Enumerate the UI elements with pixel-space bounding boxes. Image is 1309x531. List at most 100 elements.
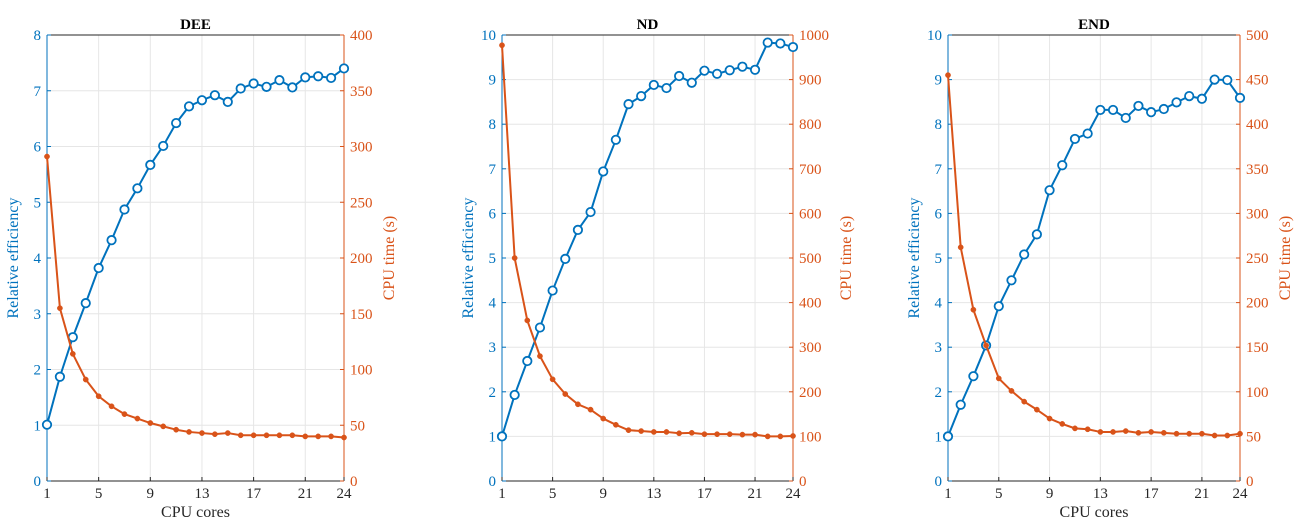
efficiency-point bbox=[1133, 100, 1144, 112]
cpu-time-point bbox=[701, 431, 708, 438]
y-right-tick-label: 0 bbox=[1246, 474, 1254, 490]
cpu-time-point bbox=[613, 421, 619, 428]
efficiency-point bbox=[209, 90, 220, 101]
y-right-axis-label: CPU time (s) bbox=[1277, 216, 1294, 300]
x-tick-label: 17 bbox=[246, 486, 262, 502]
x-tick-label: 21 bbox=[298, 486, 313, 502]
cpu-time-point bbox=[1237, 430, 1243, 437]
y-left-tick-label: 5 bbox=[489, 251, 497, 267]
efficiency-point bbox=[572, 224, 584, 236]
cpu-time-point bbox=[1211, 432, 1218, 439]
cpu-time-point bbox=[688, 429, 695, 436]
x-tick-label: 24 bbox=[786, 486, 802, 502]
efficiency-point bbox=[1234, 92, 1246, 103]
y-right-tick-label: 300 bbox=[1246, 206, 1269, 222]
x-tick-label: 24 bbox=[1233, 486, 1249, 502]
efficiency-point bbox=[711, 68, 723, 79]
y-right-tick-label: 350 bbox=[350, 84, 373, 100]
efficiency-point bbox=[93, 262, 104, 274]
efficiency-point bbox=[1184, 91, 1195, 102]
efficiency-point bbox=[1069, 133, 1081, 145]
efficiency-point bbox=[248, 78, 259, 89]
y-right-tick-label: 0 bbox=[799, 474, 807, 490]
cpu-time-point bbox=[1224, 432, 1231, 439]
cpu-time-point bbox=[1122, 428, 1129, 434]
y-left-tick-label: 4 bbox=[34, 251, 42, 267]
y-right-tick-label: 1000 bbox=[799, 28, 829, 44]
y-right-tick-label: 300 bbox=[799, 340, 822, 356]
efficiency-point bbox=[775, 38, 786, 49]
y-left-tick-label: 8 bbox=[935, 117, 943, 133]
chart-title: DEE bbox=[180, 17, 211, 33]
efficiency-point bbox=[132, 183, 143, 194]
chart-panel-dee: 1 5 9 13 17 21 2401234567805010015020025030035… bbox=[5, 17, 398, 521]
y-right-tick-label: 150 bbox=[1246, 340, 1269, 356]
y-left-tick-label: 8 bbox=[489, 117, 497, 133]
cpu-time-point bbox=[82, 376, 89, 383]
y-left-tick-label: 6 bbox=[489, 206, 497, 222]
cpu-time-point bbox=[160, 423, 167, 430]
efficiency-point bbox=[274, 75, 285, 86]
x-tick-label: 17 bbox=[1144, 486, 1160, 502]
efficiency-point bbox=[183, 101, 195, 112]
x-axis-label: CPU cores bbox=[161, 504, 230, 521]
cpu-time-point bbox=[95, 393, 102, 400]
cpu-time-point bbox=[1173, 430, 1180, 437]
y-left-tick-label: 4 bbox=[489, 296, 497, 312]
x-tick-label: 13 bbox=[646, 486, 661, 502]
y-left-tick-label: 10 bbox=[927, 28, 942, 44]
y-right-tick-label: 250 bbox=[350, 195, 373, 211]
y-left-tick-label: 1 bbox=[489, 429, 497, 445]
efficiency-point bbox=[636, 91, 647, 102]
efficiency-point bbox=[1044, 185, 1055, 196]
cpu-time-point bbox=[739, 431, 746, 438]
y-right-tick-label: 50 bbox=[1246, 429, 1261, 445]
y-right-tick-label: 100 bbox=[350, 363, 373, 379]
y-right-tick-label: 500 bbox=[1246, 28, 1269, 44]
y-right-tick-label: 100 bbox=[1246, 385, 1269, 401]
x-tick-label: 5 bbox=[95, 486, 103, 502]
cpu-time-point bbox=[777, 433, 784, 440]
efficiency-point bbox=[222, 96, 233, 108]
cpu-time-point bbox=[764, 433, 771, 440]
y-right-tick-label: 800 bbox=[799, 117, 822, 133]
cpu-time-point bbox=[1199, 430, 1205, 437]
x-tick-label: 13 bbox=[194, 486, 209, 502]
y-right-tick-label: 300 bbox=[350, 140, 373, 156]
efficiency-point bbox=[235, 83, 246, 94]
efficiency-point bbox=[942, 431, 954, 442]
cpu-time-point bbox=[638, 428, 645, 434]
cpu-time-point bbox=[983, 342, 989, 349]
y-right-tick-label: 400 bbox=[1246, 117, 1269, 133]
cpu-time-point bbox=[1160, 429, 1167, 436]
y-left-tick-label: 2 bbox=[34, 363, 42, 379]
efficiency-point bbox=[547, 285, 558, 296]
cpu-time-point bbox=[108, 403, 115, 410]
y-right-tick-label: 600 bbox=[799, 206, 822, 222]
efficiency-point bbox=[1120, 112, 1131, 124]
y-right-axis-label: CPU time (s) bbox=[838, 216, 855, 300]
cpu-time-point bbox=[237, 432, 244, 439]
efficiency-point bbox=[171, 117, 182, 129]
cpu-time-point bbox=[726, 431, 733, 438]
cpu-time-point bbox=[147, 420, 154, 426]
cpu-time-point bbox=[625, 427, 632, 434]
cpu-time-point bbox=[341, 434, 347, 441]
y-left-tick-label: 0 bbox=[935, 474, 943, 490]
cpu-time-point bbox=[44, 153, 50, 160]
cpu-time-point bbox=[511, 255, 518, 261]
cpu-time-point bbox=[752, 431, 758, 438]
x-tick-label: 1 bbox=[944, 486, 952, 502]
efficiency-point bbox=[749, 64, 761, 75]
efficiency-point bbox=[686, 77, 697, 88]
cpu-time-point bbox=[499, 42, 505, 49]
efficiency-point bbox=[41, 419, 53, 430]
y-right-tick-label: 500 bbox=[799, 251, 822, 267]
cpu-time-point bbox=[524, 317, 531, 324]
y-right-tick-label: 150 bbox=[350, 307, 373, 323]
x-tick-label: 5 bbox=[549, 486, 557, 502]
efficiency-point bbox=[338, 63, 350, 74]
chart-title: END bbox=[1078, 17, 1110, 33]
cpu-time-point bbox=[1059, 421, 1066, 427]
